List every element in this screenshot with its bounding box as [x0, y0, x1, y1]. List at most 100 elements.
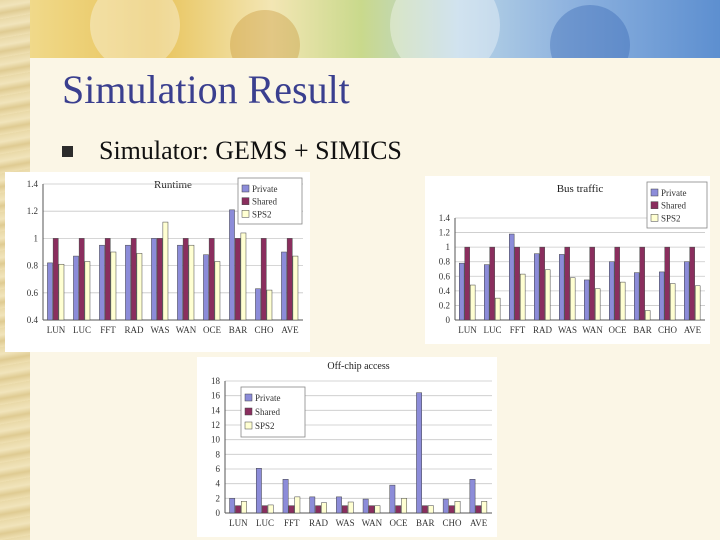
- bar-shared: [286, 238, 293, 321]
- bar-shared: [564, 246, 570, 321]
- y-tick-label: 1.2: [27, 206, 38, 216]
- bar-shared: [475, 505, 482, 514]
- x-tick-label: LUN: [47, 325, 66, 335]
- bar-shared: [368, 505, 375, 514]
- y-tick-label: 12: [211, 420, 220, 430]
- bar-private: [509, 233, 515, 321]
- slide-title: Simulation Result: [62, 67, 350, 112]
- y-tick-label: 0.6: [27, 288, 39, 298]
- x-tick-label: RAD: [309, 518, 329, 528]
- legend-swatch: [650, 214, 659, 222]
- bar-sps2: [347, 501, 354, 514]
- legend-label: Private: [661, 188, 687, 198]
- bar-shared: [664, 246, 670, 321]
- bar-sps2: [570, 277, 576, 321]
- y-tick-label: 6: [216, 464, 221, 474]
- bar-private: [459, 262, 465, 321]
- bus-traffic-chart: Bus traffic 0 0.2 0.4 0.6 0.8 1 1.2 1.4 LUN LUC FFT…: [425, 176, 710, 344]
- bar-private: [609, 261, 615, 321]
- bar-private: [255, 468, 262, 514]
- y-tick-label: 0.8: [439, 257, 451, 267]
- square-bullet-icon: [62, 145, 73, 157]
- bar-private: [416, 392, 422, 514]
- x-tick-label: BAR: [229, 325, 248, 335]
- x-tick-label: RAD: [124, 325, 144, 335]
- legend-swatch: [244, 407, 253, 416]
- y-tick-label: 8: [216, 449, 221, 459]
- x-tick-label: BAR: [416, 518, 435, 528]
- bar-private: [203, 254, 209, 321]
- x-tick-label: FFT: [510, 325, 526, 335]
- bar-shared: [182, 238, 189, 321]
- x-tick-label: AVE: [684, 325, 702, 335]
- x-tick-label: LUC: [256, 518, 274, 528]
- bar-shared: [689, 246, 695, 321]
- y-tick-label: 1: [34, 233, 39, 243]
- bar-shared: [464, 246, 470, 321]
- bar-shared: [104, 238, 111, 321]
- x-tick-label: CHO: [442, 518, 462, 528]
- chart-title: Off-chip access: [327, 361, 389, 372]
- bar-private: [484, 264, 490, 321]
- bar-sps2: [162, 221, 169, 321]
- bar-shared: [52, 238, 59, 321]
- x-tick-label: OCE: [203, 325, 222, 335]
- bar-shared: [422, 505, 428, 514]
- runtime-chart: Runtime 0.4 0.6 0.8 1 1.2 1.4 LUN LUC FFT RAD WAS WA…: [5, 172, 310, 352]
- y-tick-label: 0.4: [27, 315, 39, 325]
- bar-sps2: [595, 288, 601, 321]
- bar-shared: [315, 505, 322, 514]
- bar-private: [389, 484, 396, 514]
- x-tick-label: BAR: [633, 325, 652, 335]
- bar-sps2: [321, 502, 327, 514]
- bar-private: [659, 271, 665, 321]
- legend-label: Shared: [252, 197, 277, 207]
- bar-shared: [235, 505, 241, 514]
- y-tick-label: 0.8: [27, 261, 39, 271]
- x-tick-label: AVE: [470, 518, 488, 528]
- bar-shared: [234, 238, 241, 321]
- legend-label: Shared: [661, 201, 686, 211]
- bar-sps2: [495, 297, 501, 321]
- y-tick-label: 0.6: [439, 271, 451, 281]
- bar-sps2: [136, 253, 143, 321]
- bar-private: [281, 251, 287, 321]
- bar-private: [229, 209, 235, 321]
- bar-shared: [589, 246, 595, 321]
- bar-shared: [260, 238, 267, 321]
- bar-shared: [539, 246, 545, 321]
- x-tick-label: WAS: [150, 325, 169, 335]
- x-tick-label: OCE: [390, 518, 409, 528]
- bar-sps2: [110, 251, 117, 321]
- bar-private: [469, 479, 476, 514]
- x-tick-label: LUC: [484, 325, 502, 335]
- bar-private: [229, 498, 236, 514]
- y-tick-label: 1.4: [439, 213, 451, 223]
- legend-swatch: [244, 393, 253, 402]
- bar-sps2: [645, 310, 651, 321]
- bar-private: [282, 479, 289, 514]
- bar-sps2: [481, 501, 488, 514]
- bar-private: [309, 496, 316, 514]
- bar-private: [177, 244, 183, 321]
- legend-swatch: [241, 197, 250, 205]
- bar-private: [125, 244, 131, 321]
- y-tick-label: 0.2: [439, 300, 450, 310]
- bar-sps2: [620, 281, 626, 321]
- bar-private: [99, 244, 105, 321]
- bar-sps2: [294, 496, 301, 514]
- bar-shared: [156, 238, 163, 321]
- x-tick-label: WAS: [558, 325, 577, 335]
- x-tick-label: LUC: [73, 325, 91, 335]
- legend-label: Private: [255, 393, 281, 403]
- y-tick-label: 0: [216, 508, 221, 518]
- y-tick-label: 14: [211, 405, 221, 415]
- x-tick-label: AVE: [281, 325, 299, 335]
- legend-label: Shared: [255, 407, 280, 417]
- legend-label: Private: [252, 184, 278, 194]
- y-tick-label: 0: [446, 315, 451, 325]
- y-tick-label: 18: [211, 376, 221, 386]
- bar-sps2: [214, 261, 221, 321]
- chart-title: Runtime: [154, 179, 192, 191]
- x-tick-label: FFT: [100, 325, 116, 335]
